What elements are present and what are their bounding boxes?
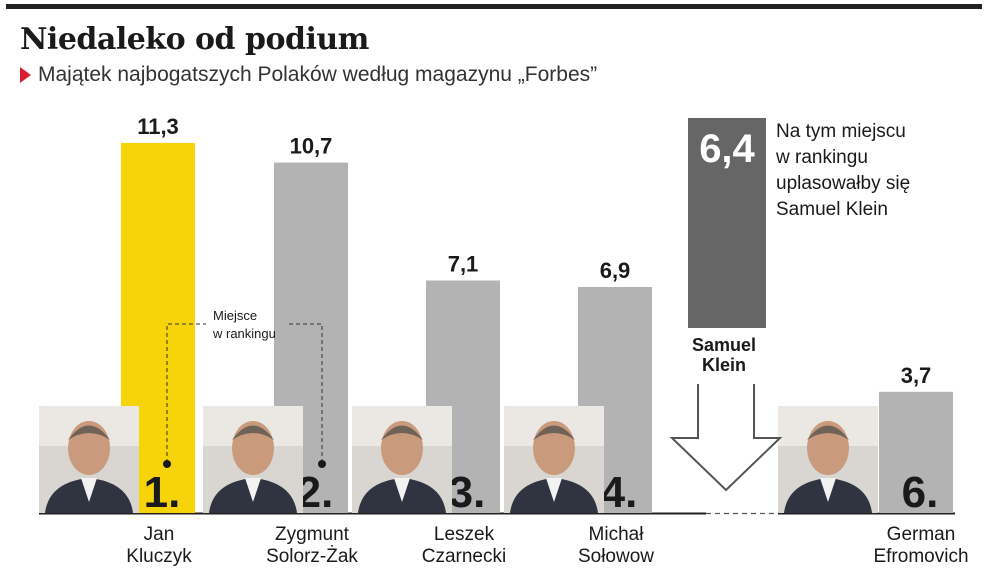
data-label: 6,9 [600, 258, 631, 283]
rank-callout-dot-left [163, 460, 171, 468]
person-name-line: Michał [589, 524, 645, 545]
person-name-line: Leszek [434, 524, 495, 545]
hair-shape [807, 425, 849, 440]
portrait-german-efromovich [778, 406, 878, 513]
top-rule [6, 4, 982, 9]
klein-bar [688, 118, 766, 328]
data-label: 3,7 [901, 363, 932, 388]
person-name-line: Efromovich [873, 546, 968, 567]
rank-callout-line-left [166, 323, 206, 463]
portrait-jan-kluczyk [39, 406, 139, 513]
rank-note-line: Miejsce [213, 308, 257, 323]
klein-value-label: 6,4 [699, 127, 755, 171]
klein-name-line: Klein [702, 355, 746, 375]
chart-subtitle: Majątek najbogatszych Polaków według mag… [38, 63, 598, 86]
triangle-marker-icon [20, 67, 31, 83]
bar [879, 391, 953, 513]
portrait-zygmunt-solorz-zak [203, 406, 303, 513]
data-label: 10,7 [290, 134, 333, 159]
shirt-shape [546, 478, 562, 502]
chart-title: Niedaleko od podium [20, 22, 369, 57]
person-name-line: Czarnecki [422, 546, 506, 567]
rank-number: 4. [601, 468, 638, 517]
shirt-shape [394, 478, 410, 502]
person-name-line: Sołowow [578, 546, 654, 567]
person-name-line: Kluczyk [126, 546, 192, 567]
rank-note-line: w rankingu [212, 326, 276, 341]
subtitle-row: Majątek najbogatszych Polaków według mag… [20, 62, 597, 88]
rank-callout-dot-right [318, 460, 326, 468]
rank-number: 3. [449, 468, 486, 517]
hair-shape [68, 425, 110, 440]
hair-shape [533, 425, 575, 440]
klein-name-line: Samuel [692, 335, 756, 355]
rank-callout-line-right [289, 323, 323, 463]
person-name-line: Jan [144, 524, 175, 545]
data-label: 7,1 [448, 251, 479, 276]
rank-number: 6. [902, 468, 939, 517]
klein-note-line: uplasowałby się [776, 173, 910, 194]
person-name-line: German [887, 524, 956, 545]
portrait-leszek-czarnecki [352, 406, 452, 513]
person-name-line: Solorz-Żak [266, 546, 358, 567]
klein-note-line: w rankingu [775, 147, 868, 168]
person-name-line: Zygmunt [275, 524, 350, 545]
hair-shape [232, 425, 274, 440]
portrait-michal-solowow [504, 406, 604, 513]
data-label: 11,3 [137, 114, 179, 139]
klein-note-line: Na tym miejscu [776, 121, 906, 142]
hair-shape [381, 425, 423, 440]
shirt-shape [245, 478, 261, 502]
down-arrow-icon [669, 384, 783, 492]
shirt-shape [820, 478, 836, 502]
rank-number: 1. [144, 468, 181, 517]
shirt-shape [81, 478, 97, 502]
klein-note-line: Samuel Klein [776, 199, 888, 220]
